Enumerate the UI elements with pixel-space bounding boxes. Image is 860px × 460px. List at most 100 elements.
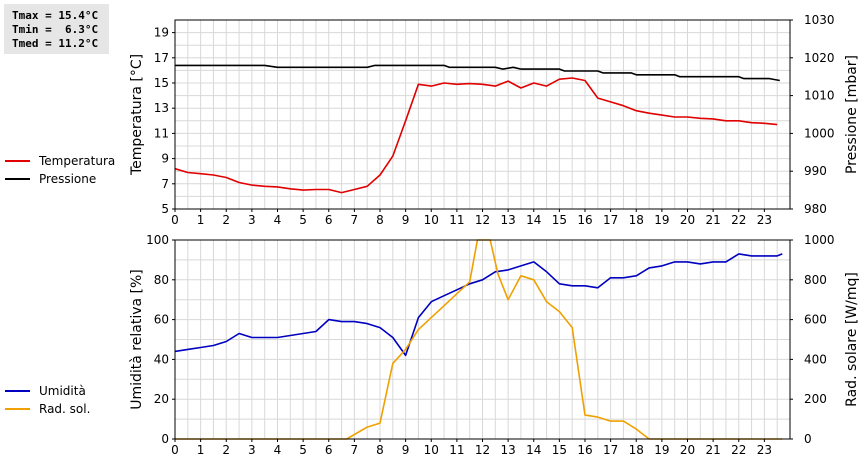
x-tick-label: 7 — [351, 443, 359, 457]
y2-tick-label: 800 — [804, 273, 827, 287]
x-tick-label: 19 — [654, 213, 669, 227]
series-line-0-1 — [175, 64, 780, 82]
x-tick-label: 1 — [197, 443, 205, 457]
x-tick-label: 11 — [449, 213, 464, 227]
stats-box: Tmax = 15.4°C Tmin = 6.3°C Tmed = 11.2°C — [4, 4, 109, 54]
x-tick-label: 9 — [402, 213, 410, 227]
x-tick-label: 17 — [603, 443, 618, 457]
y2-tick-label: 1020 — [804, 51, 835, 65]
x-tick-label: 9 — [402, 443, 410, 457]
x-tick-label: 15 — [552, 443, 567, 457]
x-tick-label: 6 — [325, 213, 333, 227]
y-tick-label: 80 — [154, 273, 169, 287]
y2-tick-label: 1000 — [804, 126, 835, 140]
x-tick-label: 10 — [424, 213, 439, 227]
umidita-swatch — [5, 390, 30, 392]
legend-top: Temperatura Pressione — [5, 152, 115, 188]
x-tick-label: 12 — [475, 213, 490, 227]
x-tick-label: 15 — [552, 213, 567, 227]
x-tick-label: 13 — [500, 213, 515, 227]
y-tick-label: 20 — [154, 392, 169, 406]
x-tick-label: 7 — [351, 213, 359, 227]
y-tick-label: 13 — [154, 101, 169, 115]
y-axis-label: Umidità relativa [%] — [129, 269, 145, 410]
y-tick-label: 40 — [154, 352, 169, 366]
y2-tick-label: 980 — [804, 202, 827, 216]
x-tick-label: 12 — [475, 443, 490, 457]
legend-label-radsol: Rad. sol. — [39, 402, 91, 416]
y2-tick-label: 1030 — [804, 13, 835, 27]
x-tick-label: 8 — [376, 213, 384, 227]
x-tick-label: 6 — [325, 443, 333, 457]
legend-item-pressione: Pressione — [5, 170, 115, 188]
x-tick-label: 22 — [731, 443, 746, 457]
x-tick-label: 5 — [299, 443, 307, 457]
x-tick-label: 1 — [197, 213, 205, 227]
x-tick-label: 18 — [629, 443, 644, 457]
legend-label-umidita: Umidità — [39, 384, 86, 398]
y-tick-label: 15 — [154, 76, 169, 90]
y2-tick-label: 1010 — [804, 89, 835, 103]
x-tick-label: 23 — [757, 213, 772, 227]
y-tick-label: 0 — [161, 432, 169, 446]
radsol-swatch — [5, 408, 30, 410]
x-tick-label: 13 — [500, 443, 515, 457]
x-tick-label: 2 — [222, 443, 230, 457]
x-tick-label: 3 — [248, 443, 256, 457]
x-tick-label: 17 — [603, 213, 618, 227]
y-tick-label: 60 — [154, 313, 169, 327]
legend-item-umidita: Umidità — [5, 382, 135, 400]
x-tick-label: 21 — [705, 443, 720, 457]
x-tick-label: 0 — [171, 213, 179, 227]
x-tick-label: 2 — [222, 213, 230, 227]
y-tick-label: 17 — [154, 51, 169, 65]
y-tick-label: 7 — [161, 177, 169, 191]
x-tick-label: 20 — [680, 213, 695, 227]
x-tick-label: 22 — [731, 213, 746, 227]
x-tick-label: 14 — [526, 213, 541, 227]
y2-tick-label: 1000 — [804, 233, 835, 247]
legend-item-radsol: Rad. sol. — [5, 400, 135, 418]
legend-item-temperatura: Temperatura — [5, 152, 115, 170]
y-axis-label: Temperatura [°C] — [129, 54, 145, 176]
x-tick-label: 23 — [757, 443, 772, 457]
x-tick-label: 16 — [577, 213, 592, 227]
y-tick-label: 11 — [154, 126, 169, 140]
pressione-swatch — [5, 178, 30, 180]
x-tick-label: 20 — [680, 443, 695, 457]
y2-tick-label: 990 — [804, 164, 827, 178]
y-tick-label: 5 — [161, 202, 169, 216]
x-tick-label: 4 — [274, 213, 282, 227]
legend-label-pressione: Pressione — [39, 172, 97, 186]
x-tick-label: 0 — [171, 443, 179, 457]
x-tick-label: 21 — [705, 213, 720, 227]
tmin-stat: Tmin = 6.3°C — [12, 23, 99, 36]
x-tick-label: 5 — [299, 213, 307, 227]
y2-tick-label: 0 — [804, 432, 812, 446]
temperatura-swatch — [5, 160, 30, 162]
x-tick-label: 3 — [248, 213, 256, 227]
y2-tick-label: 600 — [804, 313, 827, 327]
series-line-1-0 — [174, 253, 783, 357]
x-tick-label: 4 — [274, 443, 282, 457]
x-tick-label: 18 — [629, 213, 644, 227]
x-tick-label: 16 — [577, 443, 592, 457]
x-tick-label: 8 — [376, 443, 384, 457]
x-tick-label: 11 — [449, 443, 464, 457]
x-tick-label: 14 — [526, 443, 541, 457]
series-line-1-1 — [175, 239, 783, 440]
y2-axis-label: Rad. solare [W/mq] — [844, 272, 860, 407]
tmed-stat: Tmed = 11.2°C — [12, 37, 99, 50]
tmax-stat: Tmax = 15.4°C — [12, 9, 99, 22]
y-tick-label: 100 — [146, 233, 169, 247]
y-tick-label: 9 — [161, 152, 169, 166]
series-line-0-0 — [174, 77, 778, 194]
legend-label-temperatura: Temperatura — [39, 154, 116, 168]
x-tick-label: 10 — [424, 443, 439, 457]
y2-tick-label: 200 — [804, 392, 827, 406]
y-tick-label: 19 — [154, 26, 169, 40]
x-tick-label: 19 — [654, 443, 669, 457]
y2-axis-label: Pressione [mbar] — [844, 55, 860, 174]
y2-tick-label: 400 — [804, 352, 827, 366]
